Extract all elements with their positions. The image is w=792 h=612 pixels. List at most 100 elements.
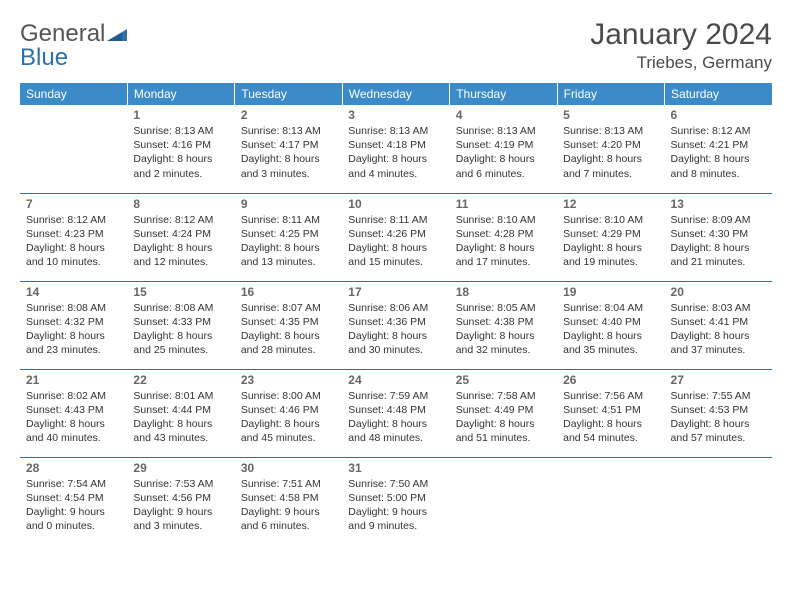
sunrise-line: Sunrise: 7:55 AM (671, 389, 766, 403)
calendar-cell (20, 105, 127, 193)
calendar-body: 1Sunrise: 8:13 AMSunset: 4:16 PMDaylight… (20, 105, 772, 545)
logo: GeneralBlue (20, 18, 127, 70)
daylight-line: Daylight: 8 hours (671, 152, 766, 166)
sunset-line: Sunset: 4:18 PM (348, 138, 443, 152)
daylight-line: and 3 minutes. (133, 519, 228, 533)
daylight-line: and 7 minutes. (563, 167, 658, 181)
daylight-line: Daylight: 8 hours (26, 329, 121, 343)
logo-part2: Blue (20, 44, 68, 71)
sunrise-line: Sunrise: 8:07 AM (241, 301, 336, 315)
sunset-line: Sunset: 4:24 PM (133, 227, 228, 241)
calendar-cell: 17Sunrise: 8:06 AMSunset: 4:36 PMDayligh… (342, 281, 449, 369)
daylight-line: Daylight: 8 hours (241, 152, 336, 166)
daylight-line: Daylight: 8 hours (26, 417, 121, 431)
sunset-line: Sunset: 4:53 PM (671, 403, 766, 417)
sunset-line: Sunset: 4:38 PM (456, 315, 551, 329)
sunrise-line: Sunrise: 7:53 AM (133, 477, 228, 491)
day-number: 9 (241, 197, 336, 211)
day-number: 10 (348, 197, 443, 211)
daylight-line: Daylight: 8 hours (563, 417, 658, 431)
daylight-line: Daylight: 8 hours (456, 241, 551, 255)
calendar-page: GeneralBlue January 2024 Triebes, German… (0, 0, 792, 555)
day-number: 28 (26, 461, 121, 475)
calendar-cell: 19Sunrise: 8:04 AMSunset: 4:40 PMDayligh… (557, 281, 664, 369)
day-number: 6 (671, 108, 766, 122)
sunset-line: Sunset: 4:28 PM (456, 227, 551, 241)
calendar-cell: 29Sunrise: 7:53 AMSunset: 4:56 PMDayligh… (127, 457, 234, 545)
sunrise-line: Sunrise: 8:13 AM (348, 124, 443, 138)
daylight-line: Daylight: 8 hours (133, 329, 228, 343)
calendar-cell: 30Sunrise: 7:51 AMSunset: 4:58 PMDayligh… (235, 457, 342, 545)
day-number: 14 (26, 285, 121, 299)
daylight-line: and 8 minutes. (671, 167, 766, 181)
sunrise-line: Sunrise: 8:13 AM (456, 124, 551, 138)
calendar-cell: 5Sunrise: 8:13 AMSunset: 4:20 PMDaylight… (557, 105, 664, 193)
sunset-line: Sunset: 4:46 PM (241, 403, 336, 417)
calendar-header-row: SundayMondayTuesdayWednesdayThursdayFrid… (20, 83, 772, 105)
sunset-line: Sunset: 4:20 PM (563, 138, 658, 152)
daylight-line: and 19 minutes. (563, 255, 658, 269)
sunset-line: Sunset: 4:26 PM (348, 227, 443, 241)
day-number: 7 (26, 197, 121, 211)
daylight-line: Daylight: 8 hours (563, 241, 658, 255)
daylight-line: Daylight: 9 hours (26, 505, 121, 519)
calendar-cell: 21Sunrise: 8:02 AMSunset: 4:43 PMDayligh… (20, 369, 127, 457)
daylight-line: Daylight: 8 hours (563, 329, 658, 343)
weekday-header: Sunday (20, 83, 127, 105)
sunset-line: Sunset: 4:48 PM (348, 403, 443, 417)
daylight-line: Daylight: 9 hours (348, 505, 443, 519)
daylight-line: Daylight: 9 hours (133, 505, 228, 519)
daylight-line: and 35 minutes. (563, 343, 658, 357)
daylight-line: Daylight: 8 hours (241, 241, 336, 255)
sunrise-line: Sunrise: 8:12 AM (671, 124, 766, 138)
sunset-line: Sunset: 4:54 PM (26, 491, 121, 505)
sunrise-line: Sunrise: 8:09 AM (671, 213, 766, 227)
calendar-cell: 11Sunrise: 8:10 AMSunset: 4:28 PMDayligh… (450, 193, 557, 281)
daylight-line: Daylight: 8 hours (26, 241, 121, 255)
daylight-line: and 10 minutes. (26, 255, 121, 269)
sunrise-line: Sunrise: 8:08 AM (133, 301, 228, 315)
weekday-header: Monday (127, 83, 234, 105)
location-label: Triebes, Germany (590, 53, 772, 73)
calendar-cell: 20Sunrise: 8:03 AMSunset: 4:41 PMDayligh… (665, 281, 772, 369)
daylight-line: and 4 minutes. (348, 167, 443, 181)
day-number: 29 (133, 461, 228, 475)
calendar-week-row: 28Sunrise: 7:54 AMSunset: 4:54 PMDayligh… (20, 457, 772, 545)
sunrise-line: Sunrise: 8:11 AM (241, 213, 336, 227)
sunrise-line: Sunrise: 8:04 AM (563, 301, 658, 315)
sunset-line: Sunset: 4:32 PM (26, 315, 121, 329)
daylight-line: and 40 minutes. (26, 431, 121, 445)
sunset-line: Sunset: 5:00 PM (348, 491, 443, 505)
sunset-line: Sunset: 4:29 PM (563, 227, 658, 241)
daylight-line: Daylight: 8 hours (671, 329, 766, 343)
day-number: 16 (241, 285, 336, 299)
day-number: 12 (563, 197, 658, 211)
page-title: January 2024 (590, 18, 772, 51)
daylight-line: and 28 minutes. (241, 343, 336, 357)
day-number: 5 (563, 108, 658, 122)
calendar-week-row: 21Sunrise: 8:02 AMSunset: 4:43 PMDayligh… (20, 369, 772, 457)
sunrise-line: Sunrise: 8:02 AM (26, 389, 121, 403)
sunrise-line: Sunrise: 8:00 AM (241, 389, 336, 403)
sunset-line: Sunset: 4:23 PM (26, 227, 121, 241)
daylight-line: Daylight: 8 hours (133, 417, 228, 431)
daylight-line: and 2 minutes. (133, 167, 228, 181)
calendar-week-row: 1Sunrise: 8:13 AMSunset: 4:16 PMDaylight… (20, 105, 772, 193)
daylight-line: and 23 minutes. (26, 343, 121, 357)
sunset-line: Sunset: 4:35 PM (241, 315, 336, 329)
daylight-line: Daylight: 8 hours (241, 417, 336, 431)
sunrise-line: Sunrise: 8:10 AM (456, 213, 551, 227)
calendar-cell: 26Sunrise: 7:56 AMSunset: 4:51 PMDayligh… (557, 369, 664, 457)
weekday-header: Wednesday (342, 83, 449, 105)
day-number: 8 (133, 197, 228, 211)
calendar-cell: 28Sunrise: 7:54 AMSunset: 4:54 PMDayligh… (20, 457, 127, 545)
daylight-line: and 0 minutes. (26, 519, 121, 533)
daylight-line: Daylight: 8 hours (348, 417, 443, 431)
day-number: 15 (133, 285, 228, 299)
weekday-header: Saturday (665, 83, 772, 105)
calendar-cell: 16Sunrise: 8:07 AMSunset: 4:35 PMDayligh… (235, 281, 342, 369)
day-number: 3 (348, 108, 443, 122)
day-number: 21 (26, 373, 121, 387)
sunrise-line: Sunrise: 7:50 AM (348, 477, 443, 491)
calendar-cell: 15Sunrise: 8:08 AMSunset: 4:33 PMDayligh… (127, 281, 234, 369)
